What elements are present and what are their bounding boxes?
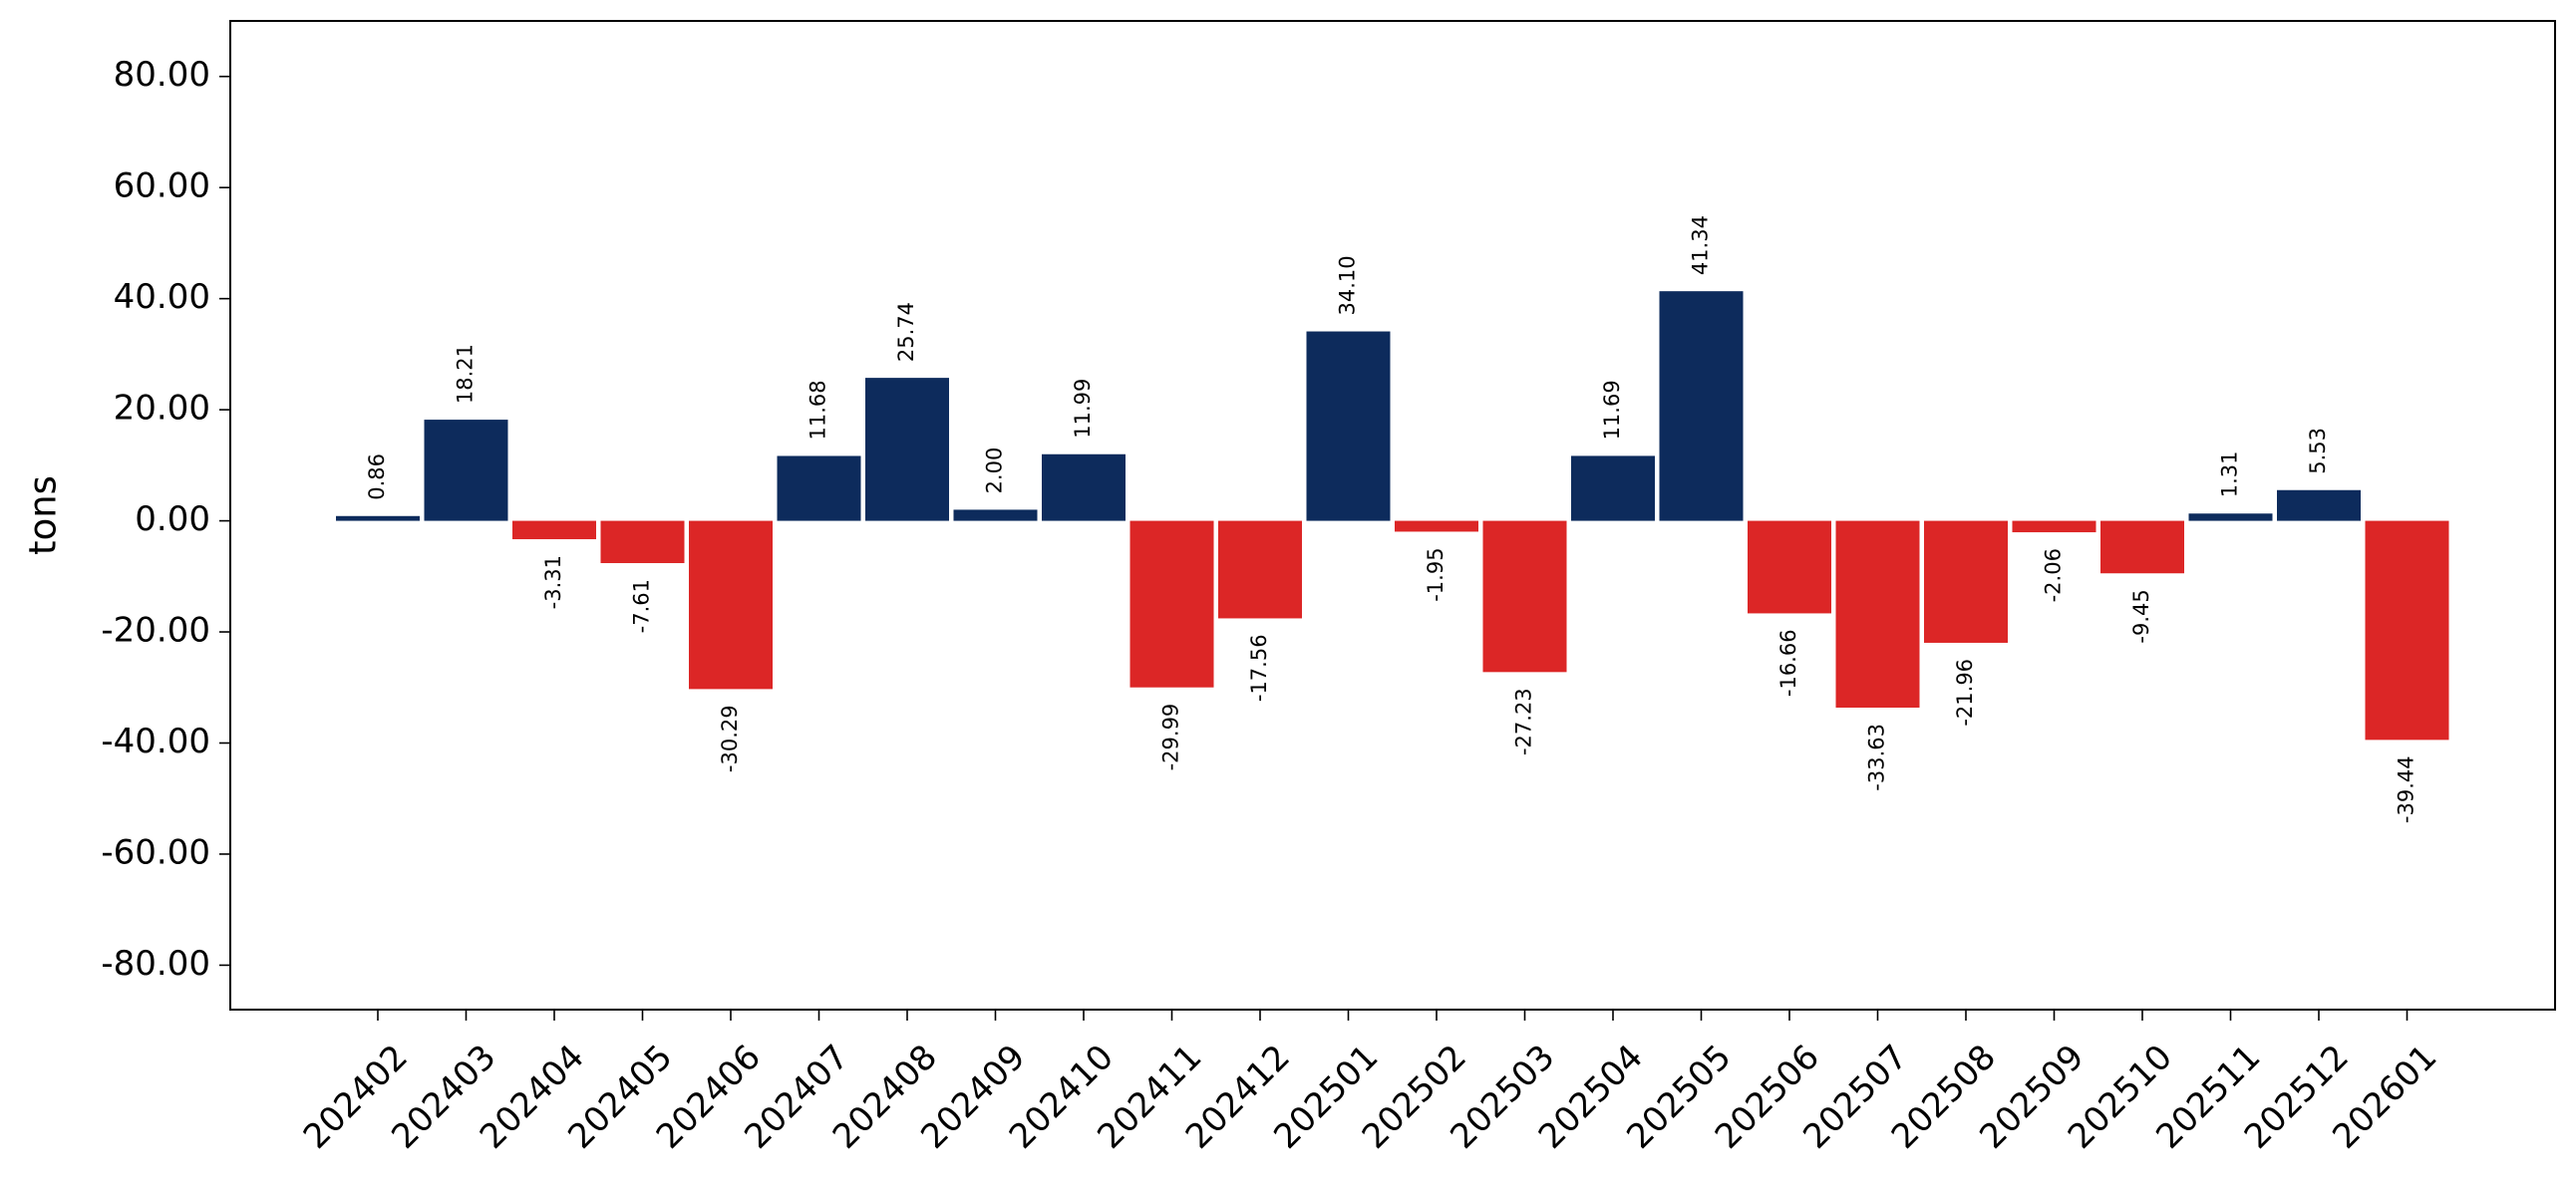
bar bbox=[865, 378, 949, 521]
bar bbox=[1306, 331, 1391, 521]
bar bbox=[1659, 291, 1744, 521]
value-label: 1.31 bbox=[2218, 451, 2242, 498]
value-label: -7.61 bbox=[630, 579, 654, 633]
value-label: 0.86 bbox=[365, 453, 389, 500]
bar bbox=[2188, 513, 2273, 521]
bar bbox=[2365, 520, 2449, 741]
plot-frame bbox=[229, 20, 2556, 1011]
bar bbox=[1482, 520, 1567, 673]
y-tick-label: 0.00 bbox=[135, 499, 210, 539]
bar bbox=[1218, 520, 1302, 619]
value-label: -39.44 bbox=[2395, 755, 2418, 823]
bar bbox=[777, 455, 861, 521]
value-label: -27.23 bbox=[1512, 688, 1536, 755]
value-label: -9.45 bbox=[2129, 589, 2153, 643]
value-label: 25.74 bbox=[894, 302, 918, 362]
value-label: 41.34 bbox=[1689, 215, 1713, 275]
y-tick-label: 40.00 bbox=[114, 277, 210, 317]
value-label: -2.06 bbox=[2042, 548, 2066, 602]
value-label: 18.21 bbox=[454, 344, 478, 404]
value-label: 34.10 bbox=[1336, 255, 1360, 315]
value-label: 11.99 bbox=[1071, 379, 1095, 439]
value-label: -29.99 bbox=[1159, 704, 1183, 771]
bar bbox=[1571, 455, 1655, 521]
value-label: -33.63 bbox=[1865, 724, 1889, 791]
bar bbox=[2012, 520, 2096, 533]
value-label: 5.53 bbox=[2306, 428, 2330, 474]
y-tick-label: -20.00 bbox=[101, 611, 210, 651]
value-label: -3.31 bbox=[541, 555, 565, 609]
bar bbox=[2277, 489, 2361, 521]
bar bbox=[1835, 520, 1920, 708]
value-label: -17.56 bbox=[1247, 634, 1271, 702]
bar bbox=[512, 520, 596, 540]
value-label: -21.96 bbox=[1953, 659, 1977, 727]
value-label: 2.00 bbox=[983, 448, 1007, 494]
bar bbox=[424, 420, 508, 521]
bar bbox=[1042, 453, 1126, 521]
value-label: -1.95 bbox=[1424, 547, 1448, 601]
value-label: -30.29 bbox=[718, 705, 742, 772]
bar bbox=[1748, 520, 1831, 614]
y-tick-label: 60.00 bbox=[114, 166, 210, 206]
bar bbox=[953, 509, 1038, 521]
y-tick-label: -80.00 bbox=[101, 944, 210, 984]
y-tick-label: 80.00 bbox=[114, 55, 210, 95]
bar bbox=[336, 515, 420, 521]
bar bbox=[1395, 520, 1478, 532]
y-tick-label: -40.00 bbox=[101, 722, 210, 761]
y-tick-label: -60.00 bbox=[101, 832, 210, 872]
y-tick-label: 20.00 bbox=[114, 389, 210, 429]
bar bbox=[1924, 520, 2008, 643]
bar bbox=[600, 520, 685, 563]
y-axis-label: tons bbox=[22, 475, 65, 555]
value-label: 11.68 bbox=[806, 380, 830, 440]
value-label: 11.69 bbox=[1600, 380, 1624, 440]
bar bbox=[1129, 520, 1214, 688]
bar bbox=[689, 520, 773, 690]
value-label: -16.66 bbox=[1776, 629, 1800, 697]
bar bbox=[2100, 520, 2184, 574]
